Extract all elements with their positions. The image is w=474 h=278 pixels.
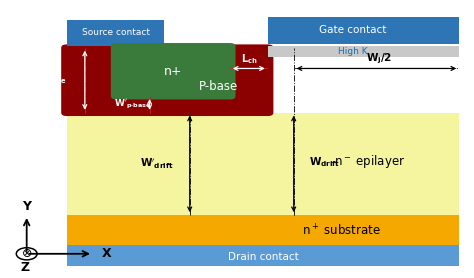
Text: Z: Z <box>21 260 30 274</box>
Text: $\mathbf{W'_{drift}}$: $\mathbf{W'_{drift}}$ <box>140 157 173 171</box>
Text: Y: Y <box>22 200 31 213</box>
FancyBboxPatch shape <box>268 17 459 44</box>
FancyBboxPatch shape <box>67 215 459 245</box>
Text: n+: n+ <box>164 65 182 78</box>
Text: Source contact: Source contact <box>82 28 150 37</box>
Text: n$^-$ epilayer: n$^-$ epilayer <box>334 153 405 170</box>
Text: Gate contact: Gate contact <box>319 25 386 35</box>
FancyBboxPatch shape <box>111 43 236 100</box>
Text: P-base: P-base <box>199 80 238 93</box>
Text: $\mathbf{W_j/2}$: $\mathbf{W_j/2}$ <box>366 52 392 66</box>
FancyBboxPatch shape <box>67 245 459 266</box>
Text: $\mathbf{W'_{p\text{-}base}}$: $\mathbf{W'_{p\text{-}base}}$ <box>114 98 152 111</box>
Text: Drain contact: Drain contact <box>228 252 298 262</box>
Text: $\mathbf{W_{drift}}$: $\mathbf{W_{drift}}$ <box>309 156 340 169</box>
Text: ⊗: ⊗ <box>21 247 32 260</box>
FancyBboxPatch shape <box>61 44 273 116</box>
FancyBboxPatch shape <box>268 46 459 57</box>
FancyBboxPatch shape <box>67 113 459 215</box>
Text: n$^+$ substrate: n$^+$ substrate <box>301 223 380 239</box>
Text: $\mathbf{W_{p\text{-}base}}$: $\mathbf{W_{p\text{-}base}}$ <box>29 72 67 87</box>
Text: High K: High K <box>338 47 368 56</box>
Text: $\mathbf{L_{ch}}$: $\mathbf{L_{ch}}$ <box>241 52 258 66</box>
FancyBboxPatch shape <box>67 20 164 46</box>
Text: X: X <box>102 247 112 260</box>
